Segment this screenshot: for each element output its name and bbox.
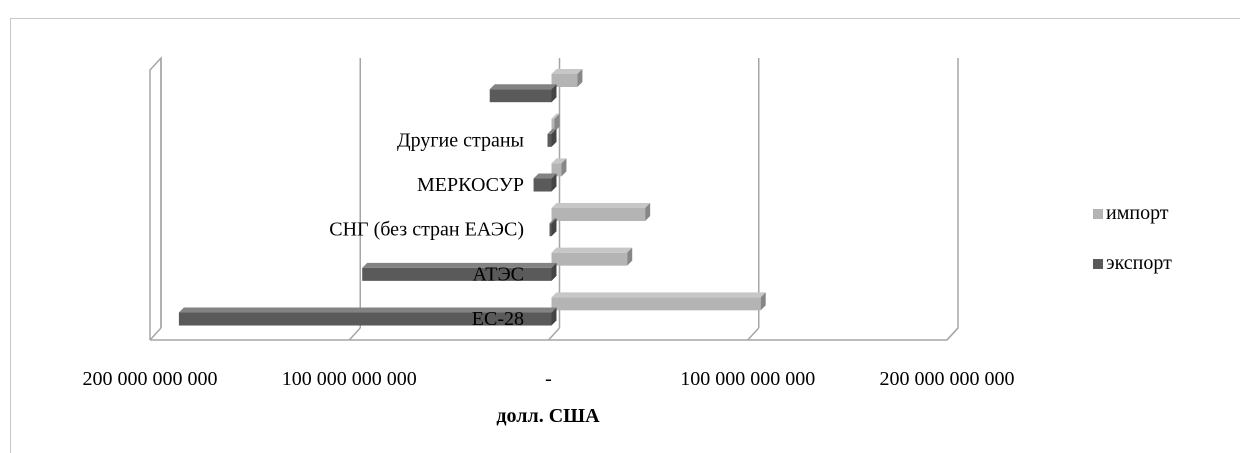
- grid-floor-line: [748, 328, 759, 340]
- bar-top-face: [552, 248, 633, 253]
- import-bar: [552, 253, 628, 266]
- x-tick-label: 200 000 000 000: [83, 368, 218, 390]
- export-bar: [534, 179, 552, 192]
- bar-top-face: [552, 203, 651, 208]
- grid-floor-line: [150, 328, 161, 340]
- x-tick-label: -: [545, 368, 552, 390]
- category-label: СНГ (без стран ЕАЭС): [329, 219, 524, 241]
- x-tick-label: 100 000 000 000: [282, 368, 417, 390]
- export-bar: [548, 134, 552, 147]
- category-label: АТЭС: [473, 263, 524, 285]
- import-bar: [552, 208, 646, 221]
- x-axis-title: долл. США: [496, 405, 600, 427]
- import-bar: [552, 297, 761, 310]
- export-bar: [550, 223, 552, 236]
- legend-label: экспорт: [1106, 252, 1172, 274]
- grid-floor-line: [549, 328, 560, 340]
- bar-top-face: [362, 263, 556, 268]
- x-axis-line-depth: [947, 328, 958, 340]
- x-tick-label: 100 000 000 000: [680, 368, 815, 390]
- x-tick-label: 200 000 000 000: [880, 368, 1015, 390]
- legend-swatch: [1093, 209, 1103, 219]
- category-label: Другие страны: [397, 129, 524, 151]
- grid-floor-line: [349, 328, 360, 340]
- category-label: МЕРКОСУР: [417, 174, 524, 196]
- bar-top-face: [490, 84, 557, 89]
- category-label: ЕС-28: [472, 308, 524, 330]
- bar-top-face: [552, 69, 583, 74]
- export-bar: [490, 89, 552, 102]
- legend-swatch: [1093, 259, 1103, 269]
- bar-top-face: [552, 292, 766, 297]
- legend-label: импорт: [1106, 202, 1169, 224]
- side-wall: [150, 58, 161, 340]
